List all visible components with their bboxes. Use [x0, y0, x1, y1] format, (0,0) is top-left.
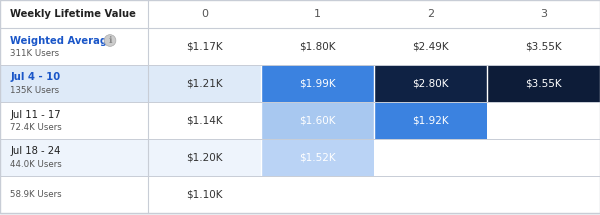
- Bar: [487, 176, 600, 213]
- Text: 311K Users: 311K Users: [10, 49, 59, 58]
- Text: $1.21K: $1.21K: [186, 78, 223, 89]
- Text: 58.9K Users: 58.9K Users: [10, 190, 62, 199]
- Bar: [0, 0, 600, 28]
- Bar: [0, 28, 600, 65]
- Text: $2.80K: $2.80K: [412, 78, 449, 89]
- Text: Weekly Lifetime Value: Weekly Lifetime Value: [10, 9, 136, 19]
- Bar: [148, 102, 261, 139]
- Text: $1.10K: $1.10K: [186, 189, 223, 200]
- Text: Jul 18 - 24: Jul 18 - 24: [10, 146, 61, 157]
- Text: $3.55K: $3.55K: [525, 41, 562, 52]
- Text: $3.55K: $3.55K: [525, 78, 562, 89]
- Text: $1.60K: $1.60K: [299, 115, 336, 126]
- Bar: [148, 65, 261, 102]
- Bar: [374, 102, 487, 139]
- Bar: [0, 139, 600, 176]
- Text: Jul 11 - 17: Jul 11 - 17: [10, 109, 61, 120]
- Bar: [0, 176, 600, 213]
- Bar: [0, 65, 600, 102]
- Text: Weighted Average: Weighted Average: [10, 35, 114, 46]
- Text: $1.14K: $1.14K: [186, 115, 223, 126]
- Text: $1.52K: $1.52K: [299, 152, 336, 163]
- Text: $1.17K: $1.17K: [186, 41, 223, 52]
- Bar: [261, 28, 374, 65]
- Bar: [487, 65, 600, 102]
- Bar: [487, 102, 600, 139]
- Bar: [148, 28, 261, 65]
- Bar: [148, 176, 261, 213]
- Text: 135K Users: 135K Users: [10, 86, 59, 95]
- Text: 44.0K Users: 44.0K Users: [10, 160, 62, 169]
- Bar: [261, 139, 374, 176]
- Bar: [374, 28, 487, 65]
- Text: $2.49K: $2.49K: [412, 41, 449, 52]
- Text: $1.20K: $1.20K: [186, 152, 223, 163]
- Text: 3: 3: [540, 9, 547, 19]
- Bar: [374, 176, 487, 213]
- Text: $1.99K: $1.99K: [299, 78, 336, 89]
- Bar: [148, 139, 261, 176]
- Bar: [487, 28, 600, 65]
- Bar: [261, 65, 374, 102]
- Text: ℹ: ℹ: [109, 36, 112, 45]
- Bar: [487, 139, 600, 176]
- Bar: [261, 176, 374, 213]
- Text: 72.4K Users: 72.4K Users: [10, 123, 62, 132]
- Text: $1.80K: $1.80K: [299, 41, 336, 52]
- Text: 2: 2: [427, 9, 434, 19]
- Bar: [374, 139, 487, 176]
- Text: 1: 1: [314, 9, 321, 19]
- Bar: [374, 65, 487, 102]
- Bar: [261, 102, 374, 139]
- Text: Jul 4 - 10: Jul 4 - 10: [10, 72, 60, 83]
- Bar: [0, 102, 600, 139]
- Text: 0: 0: [201, 9, 208, 19]
- Text: $1.92K: $1.92K: [412, 115, 449, 126]
